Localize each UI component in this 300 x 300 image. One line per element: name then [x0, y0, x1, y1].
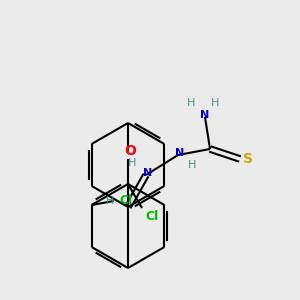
Text: H: H — [128, 158, 136, 168]
Text: S: S — [243, 152, 253, 166]
Text: Cl: Cl — [146, 209, 159, 223]
Text: H: H — [211, 98, 219, 108]
Text: O: O — [124, 144, 136, 158]
Text: N: N — [200, 110, 210, 120]
Text: N: N — [176, 148, 184, 158]
Text: N: N — [143, 168, 153, 178]
Text: H: H — [187, 98, 195, 108]
Text: Cl: Cl — [119, 194, 132, 206]
Text: H: H — [106, 196, 114, 206]
Text: H: H — [188, 160, 196, 170]
